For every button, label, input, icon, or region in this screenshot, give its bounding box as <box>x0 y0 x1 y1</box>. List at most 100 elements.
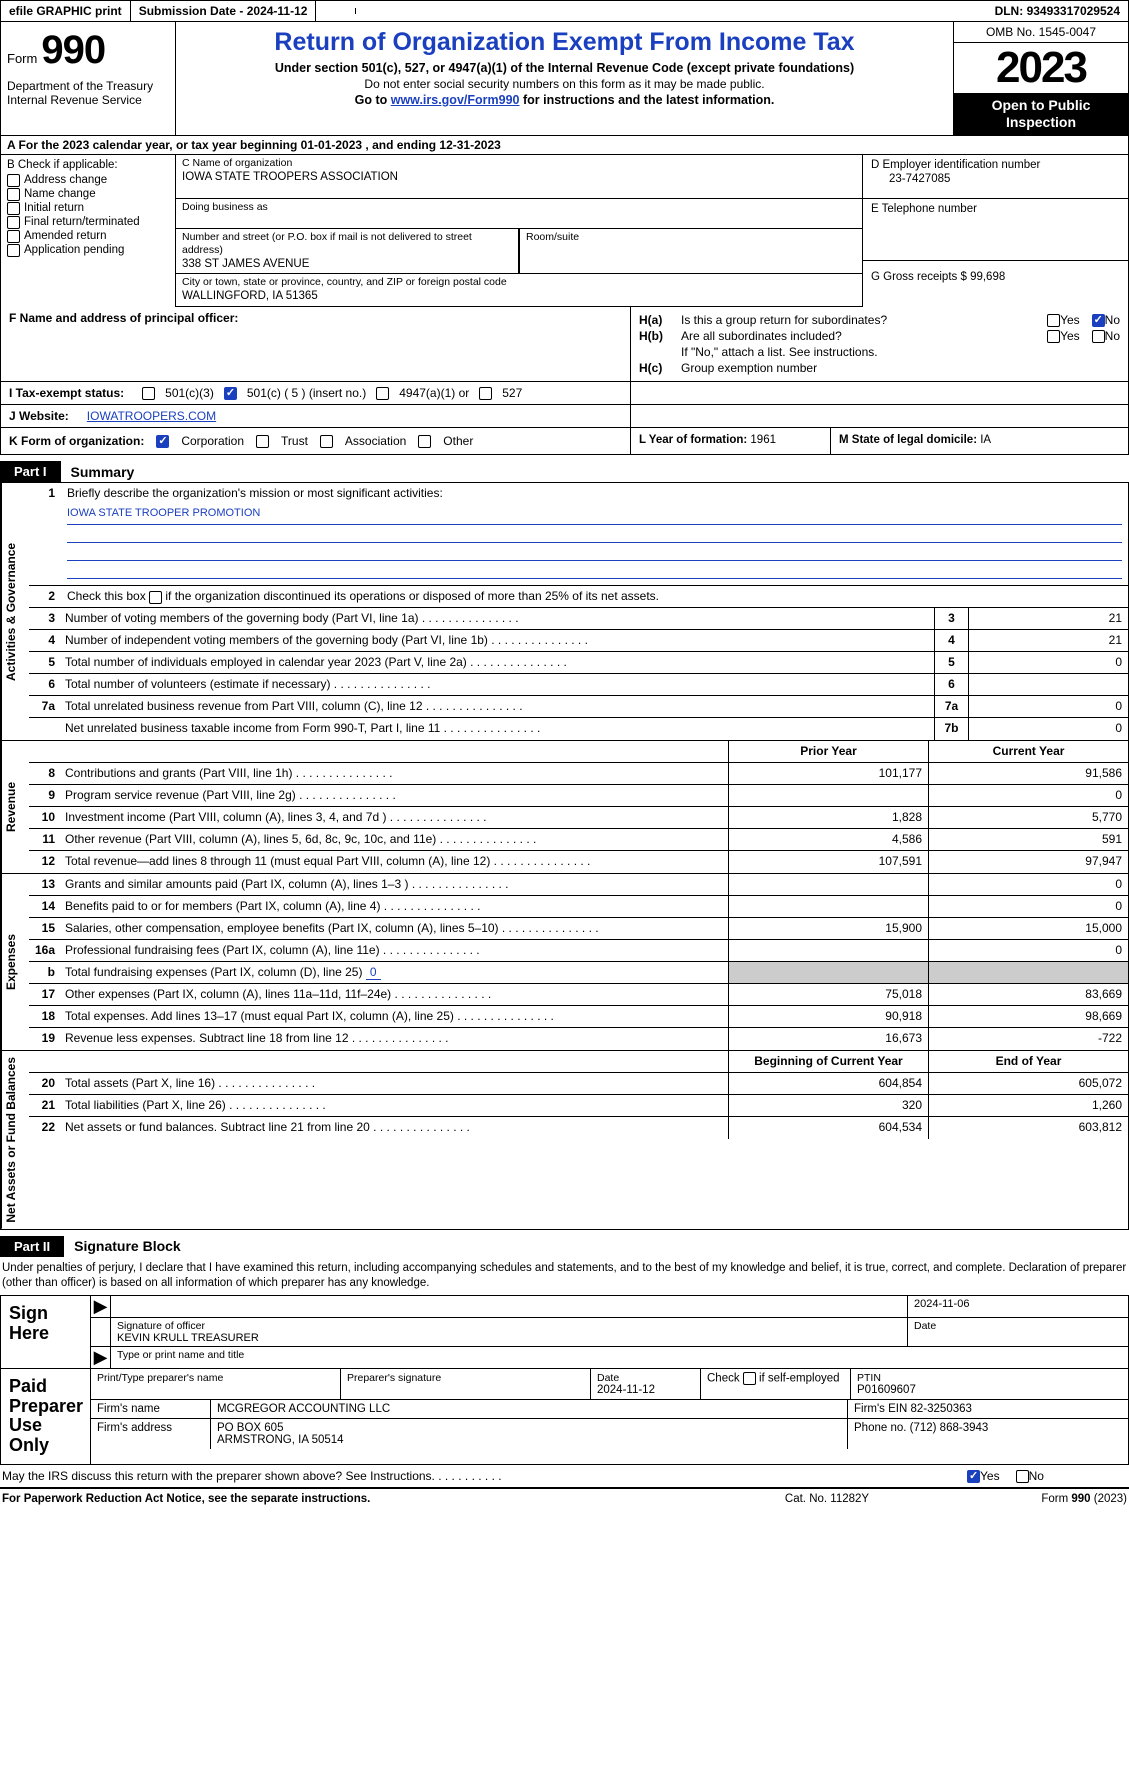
form-word: Form <box>7 51 37 66</box>
chk-address-change[interactable] <box>7 174 20 187</box>
row-i: I Tax-exempt status: 501(c)(3) 501(c) ( … <box>0 382 1129 405</box>
discuss-question: May the IRS discuss this return with the… <box>2 1469 967 1483</box>
chk-other[interactable] <box>418 435 431 448</box>
discuss-no[interactable] <box>1016 1470 1029 1483</box>
blank-cell <box>316 8 356 14</box>
ha-no[interactable] <box>1092 314 1105 327</box>
gov-row: 4Number of independent voting members of… <box>29 630 1128 652</box>
paperwork-notice: For Paperwork Reduction Act Notice, see … <box>2 1493 727 1505</box>
part1-header: Part I Summary <box>0 461 1129 482</box>
hb-note: If "No," attach a list. See instructions… <box>681 345 1120 359</box>
j-label: J Website: <box>9 409 69 423</box>
chk-discontinued[interactable] <box>149 591 162 604</box>
header-left: Form 990 Department of the Treasury Inte… <box>1 22 176 135</box>
summary-row: 10Investment income (Part VIII, column (… <box>29 807 1128 829</box>
dept-treasury: Department of the Treasury <box>7 79 169 93</box>
chk-527[interactable] <box>479 387 492 400</box>
row-j: J Website: IOWATROOPERS.COM <box>0 405 1129 428</box>
section-expenses: Expenses 13Grants and similar amounts pa… <box>0 874 1129 1051</box>
arrow-icon: ▶ <box>91 1347 111 1368</box>
col-h: H(a) Is this a group return for subordin… <box>631 307 1128 382</box>
chk-app-pending[interactable] <box>7 244 20 257</box>
omb-number: OMB No. 1545-0047 <box>954 22 1128 43</box>
section-governance: Activities & Governance 1 Briefly descri… <box>0 482 1129 741</box>
form-number: 990 <box>41 28 105 73</box>
col-f: F Name and address of principal officer: <box>1 307 631 382</box>
gross-value: 99,698 <box>970 271 1005 283</box>
sig-intro: Under penalties of perjury, I declare th… <box>0 1257 1129 1296</box>
paid-preparer-label: Paid Preparer Use Only <box>1 1369 91 1464</box>
sign-here-label: Sign Here <box>1 1296 91 1368</box>
discuss-yes[interactable] <box>967 1470 980 1483</box>
hdr-end: End of Year <box>928 1051 1128 1072</box>
part2-header: Part II Signature Block <box>0 1236 1129 1257</box>
hb-no[interactable] <box>1092 330 1105 343</box>
dept-irs: Internal Revenue Service <box>7 93 169 107</box>
gov-row: 5Total number of individuals employed in… <box>29 652 1128 674</box>
gov-row: 6Total number of volunteers (estimate if… <box>29 674 1128 696</box>
col-c: C Name of organization IOWA STATE TROOPE… <box>176 155 863 307</box>
chk-4947[interactable] <box>376 387 389 400</box>
mission-text: IOWA STATE TROOPER PROMOTION <box>67 507 1122 525</box>
summary-row: bTotal fundraising expenses (Part IX, co… <box>29 962 1128 984</box>
subtitle-2: Do not enter social security numbers on … <box>184 77 945 91</box>
hb-yes[interactable] <box>1047 330 1060 343</box>
row-a: A For the 2023 calendar year, or tax yea… <box>0 136 1129 155</box>
summary-row: 18Total expenses. Add lines 13–17 (must … <box>29 1006 1128 1028</box>
chk-501c3[interactable] <box>142 387 155 400</box>
summary-row: 15Salaries, other compensation, employee… <box>29 918 1128 940</box>
top-bar: efile GRAPHIC print Submission Date - 20… <box>0 0 1129 22</box>
discuss-row: May the IRS discuss this return with the… <box>0 1465 1129 1488</box>
side-expenses: Expenses <box>1 874 29 1050</box>
chk-initial-return[interactable] <box>7 202 20 215</box>
chk-self-employed[interactable] <box>743 1372 756 1385</box>
hb-question: Are all subordinates included? <box>681 329 1047 343</box>
chk-amended[interactable] <box>7 230 20 243</box>
summary-row: 12Total revenue—add lines 8 through 11 (… <box>29 851 1128 873</box>
chk-association[interactable] <box>320 435 333 448</box>
website-link[interactable]: IOWATROOPERS.COM <box>87 409 216 423</box>
street-label: Number and street (or P.O. box if mail i… <box>182 231 512 257</box>
header-right: OMB No. 1545-0047 2023 Open to Public In… <box>953 22 1128 135</box>
i-label: I Tax-exempt status: <box>9 386 124 400</box>
submission-date: Submission Date - 2024-11-12 <box>131 1 317 21</box>
chk-trust[interactable] <box>256 435 269 448</box>
chk-name-change[interactable] <box>7 188 20 201</box>
block-fh: F Name and address of principal officer:… <box>0 307 1129 383</box>
org-name-label: C Name of organization <box>182 157 856 170</box>
irs-link[interactable]: www.irs.gov/Form990 <box>391 93 520 107</box>
summary-row: 20Total assets (Part X, line 16)604,8546… <box>29 1073 1128 1095</box>
form-title: Return of Organization Exempt From Incom… <box>184 28 945 57</box>
city-label: City or town, state or province, country… <box>182 276 856 289</box>
officer-name: KEVIN KRULL TREASURER <box>117 1332 901 1344</box>
hdr-prior: Prior Year <box>728 741 928 762</box>
summary-row: 11Other revenue (Part VIII, column (A), … <box>29 829 1128 851</box>
chk-501c[interactable] <box>224 387 237 400</box>
summary-row: 21Total liabilities (Part X, line 26)320… <box>29 1095 1128 1117</box>
summary-row: 8Contributions and grants (Part VIII, li… <box>29 763 1128 785</box>
part1-title: Summary <box>71 464 135 480</box>
col-b-label: B Check if applicable: <box>7 159 169 171</box>
firm-name: MCGREGOR ACCOUNTING LLC <box>211 1400 848 1418</box>
section-net-assets: Net Assets or Fund Balances Beginning of… <box>0 1051 1129 1230</box>
ein-label: D Employer identification number <box>871 159 1120 171</box>
tax-year: 2023 <box>954 43 1128 93</box>
chk-corporation[interactable] <box>156 435 169 448</box>
gov-row: 7aTotal unrelated business revenue from … <box>29 696 1128 718</box>
tel-label: E Telephone number <box>871 203 1120 215</box>
block-bcd: B Check if applicable: Address change Na… <box>0 155 1129 307</box>
efile-label: efile GRAPHIC print <box>1 1 131 21</box>
hdr-begin: Beginning of Current Year <box>728 1051 928 1072</box>
ha-yes[interactable] <box>1047 314 1060 327</box>
cat-number: Cat. No. 11282Y <box>727 1493 927 1505</box>
hc-question: Group exemption number <box>681 361 1120 375</box>
open-to-public: Open to Public Inspection <box>954 93 1128 135</box>
part1-tag: Part I <box>0 461 61 482</box>
gov-row: 3Number of voting members of the governi… <box>29 608 1128 630</box>
hc-tag: H(c) <box>639 361 681 375</box>
gov-row: Net unrelated business taxable income fr… <box>29 718 1128 740</box>
line2: Check this box if the organization disco… <box>61 586 1128 607</box>
chk-final-return[interactable] <box>7 216 20 229</box>
summary-row: 19Revenue less expenses. Subtract line 1… <box>29 1028 1128 1050</box>
col-d: D Employer identification number 23-7427… <box>863 155 1128 307</box>
